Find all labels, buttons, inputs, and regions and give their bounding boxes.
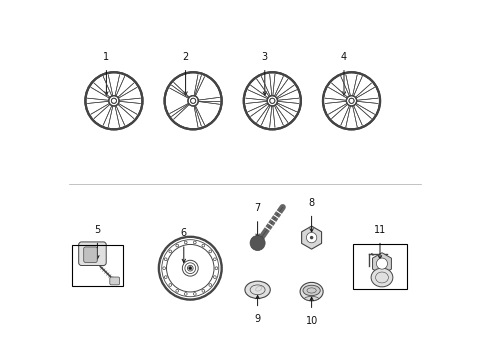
Ellipse shape <box>202 289 205 292</box>
Ellipse shape <box>214 276 216 279</box>
Ellipse shape <box>194 241 196 244</box>
Text: 1: 1 <box>103 52 109 62</box>
Ellipse shape <box>214 258 216 261</box>
Ellipse shape <box>215 267 218 270</box>
Ellipse shape <box>209 250 212 253</box>
Text: 4: 4 <box>341 52 347 62</box>
Circle shape <box>245 73 300 129</box>
Ellipse shape <box>163 267 166 270</box>
FancyBboxPatch shape <box>79 242 106 266</box>
Ellipse shape <box>169 250 171 253</box>
Ellipse shape <box>164 258 167 261</box>
Ellipse shape <box>184 293 187 295</box>
Ellipse shape <box>300 282 323 301</box>
Text: 10: 10 <box>305 316 318 326</box>
Circle shape <box>165 73 221 129</box>
Text: 5: 5 <box>94 225 100 235</box>
Circle shape <box>250 235 265 251</box>
Ellipse shape <box>164 276 167 279</box>
Ellipse shape <box>371 268 393 287</box>
FancyBboxPatch shape <box>110 277 120 285</box>
Text: 2: 2 <box>182 52 189 62</box>
Ellipse shape <box>184 241 187 244</box>
Text: 9: 9 <box>254 314 261 324</box>
Circle shape <box>324 73 379 129</box>
Ellipse shape <box>303 285 320 296</box>
Bar <box>353 244 407 289</box>
Text: 11: 11 <box>374 225 386 235</box>
Text: 7: 7 <box>254 203 261 213</box>
FancyBboxPatch shape <box>84 247 97 262</box>
Text: 6: 6 <box>181 228 187 238</box>
Circle shape <box>189 267 192 270</box>
Text: 3: 3 <box>262 52 268 62</box>
Circle shape <box>310 236 313 239</box>
Ellipse shape <box>194 293 196 295</box>
Polygon shape <box>372 253 392 274</box>
Circle shape <box>160 238 221 299</box>
Bar <box>72 245 123 287</box>
Circle shape <box>306 233 317 243</box>
Ellipse shape <box>169 284 171 286</box>
Text: 8: 8 <box>309 198 315 208</box>
Polygon shape <box>302 226 321 249</box>
Ellipse shape <box>202 244 205 247</box>
Ellipse shape <box>209 284 212 286</box>
Circle shape <box>86 73 142 129</box>
Ellipse shape <box>245 281 270 298</box>
Circle shape <box>376 258 388 269</box>
Ellipse shape <box>176 289 178 292</box>
Ellipse shape <box>176 244 178 247</box>
Ellipse shape <box>305 297 318 301</box>
